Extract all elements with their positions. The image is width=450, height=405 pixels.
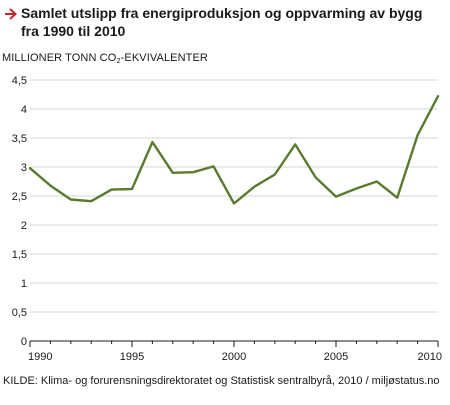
series-line bbox=[28, 94, 440, 205]
y-tick-label: 3,5 bbox=[12, 133, 27, 145]
x-tick-label: 2000 bbox=[222, 351, 246, 363]
arrow-right-icon bbox=[5, 8, 17, 20]
x-tick-label: 1990 bbox=[28, 351, 52, 363]
x-tick-label: 2005 bbox=[324, 351, 348, 363]
grid-layer bbox=[30, 79, 438, 313]
axis-layer bbox=[29, 340, 439, 347]
y-tick-label: 3 bbox=[21, 162, 27, 174]
y-tick-label: 0 bbox=[21, 336, 27, 348]
x-tick-label: 1995 bbox=[120, 351, 144, 363]
x-tick-label: 2010 bbox=[418, 351, 442, 363]
y-tick-label: 4 bbox=[21, 104, 27, 116]
y-axis-label: MILLIONER TONN CO2-EKVIVALENTER bbox=[2, 52, 208, 65]
chart-title-line-2: fra 1990 til 2010 bbox=[21, 23, 126, 39]
y-tick-label: 4,5 bbox=[12, 75, 27, 87]
y-axis-label-main: MILLIONER TONN CO bbox=[2, 52, 117, 64]
series-layer bbox=[28, 94, 440, 205]
y-tick-label: 2 bbox=[21, 220, 27, 232]
y-tick-label: 1,5 bbox=[12, 249, 27, 261]
y-axis-label-tail: -EKVIVALENTER bbox=[120, 52, 208, 64]
source-note: KILDE: Klima- og forurensningsdirektorat… bbox=[3, 375, 440, 387]
y-tick-label: 2,5 bbox=[12, 191, 27, 203]
y-tick-label: 1 bbox=[21, 278, 27, 290]
y-axis-label-subscript: 2 bbox=[116, 56, 121, 65]
chart-header: Samlet utslipp fra energiproduksjon og o… bbox=[4, 4, 444, 40]
tick-label-layer: 0 0,5 1 1,5 2 2,5 3 3,5 4 4,5 1990 1995 2000 2005 2010 bbox=[12, 75, 442, 363]
chart-title-line-1: Samlet utslipp fra energiproduksjon og o… bbox=[21, 5, 423, 21]
y-tick-label: 0,5 bbox=[12, 307, 27, 319]
